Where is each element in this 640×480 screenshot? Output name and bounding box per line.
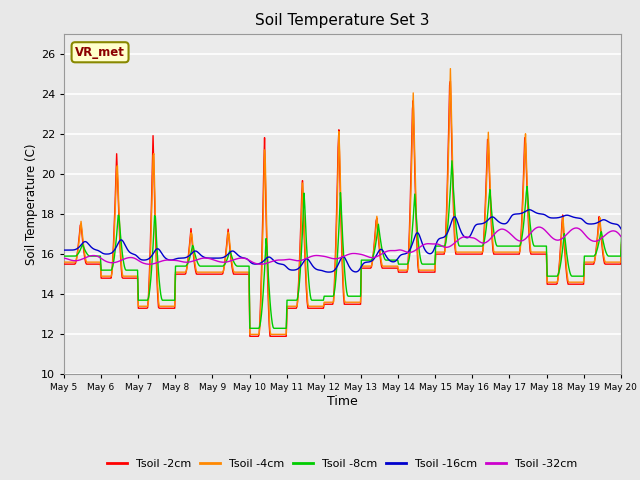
Line: Tsoil -8cm: Tsoil -8cm (64, 161, 640, 328)
Tsoil -8cm (292, 297, 300, 303)
Tsoil -32cm (239, 255, 246, 261)
Tsoil -16cm (423, 250, 431, 255)
Tsoil -4cm (239, 269, 246, 275)
Line: Tsoil -2cm: Tsoil -2cm (64, 81, 640, 336)
Tsoil -8cm (448, 158, 456, 164)
Tsoil -2cm (423, 269, 431, 275)
Tsoil -32cm (130, 255, 138, 261)
Tsoil -2cm (269, 334, 277, 339)
Tsoil -4cm (269, 331, 277, 337)
Tsoil -2cm (130, 276, 138, 281)
Y-axis label: Soil Temperature (C): Soil Temperature (C) (25, 143, 38, 265)
Tsoil -4cm (423, 267, 431, 273)
Tsoil -8cm (239, 263, 246, 269)
Tsoil -2cm (292, 305, 300, 311)
Tsoil -2cm (458, 251, 465, 257)
Tsoil -16cm (60, 247, 68, 253)
Tsoil -32cm (269, 258, 277, 264)
Tsoil -32cm (456, 235, 464, 241)
Title: Soil Temperature Set 3: Soil Temperature Set 3 (255, 13, 429, 28)
Tsoil -4cm (130, 273, 138, 279)
Line: Tsoil -16cm: Tsoil -16cm (64, 210, 640, 272)
Legend: Tsoil -2cm, Tsoil -4cm, Tsoil -8cm, Tsoil -16cm, Tsoil -32cm: Tsoil -2cm, Tsoil -4cm, Tsoil -8cm, Tsoi… (103, 455, 582, 474)
Tsoil -16cm (291, 267, 299, 273)
Tsoil -8cm (458, 243, 465, 249)
Tsoil -32cm (60, 255, 68, 261)
Tsoil -8cm (269, 324, 277, 330)
Tsoil -4cm (292, 303, 300, 309)
Text: VR_met: VR_met (75, 46, 125, 59)
Tsoil -8cm (130, 267, 138, 273)
Tsoil -16cm (325, 269, 333, 275)
Line: Tsoil -32cm: Tsoil -32cm (64, 227, 640, 264)
Tsoil -16cm (456, 228, 464, 233)
Tsoil -4cm (246, 331, 253, 337)
Tsoil -8cm (246, 325, 253, 331)
Tsoil -16cm (525, 207, 533, 213)
Tsoil -32cm (292, 258, 300, 264)
X-axis label: Time: Time (327, 395, 358, 408)
Tsoil -2cm (239, 271, 246, 277)
Tsoil -32cm (257, 261, 264, 267)
Tsoil -16cm (239, 255, 246, 261)
Tsoil -2cm (447, 78, 454, 84)
Tsoil -4cm (458, 249, 465, 255)
Tsoil -32cm (536, 224, 543, 230)
Tsoil -4cm (60, 259, 68, 265)
Tsoil -8cm (423, 261, 431, 267)
Line: Tsoil -4cm: Tsoil -4cm (64, 69, 640, 334)
Tsoil -16cm (268, 256, 276, 262)
Tsoil -16cm (130, 252, 138, 257)
Tsoil -8cm (60, 253, 68, 259)
Tsoil -4cm (447, 66, 454, 72)
Tsoil -2cm (246, 334, 253, 339)
Tsoil -32cm (423, 241, 431, 247)
Tsoil -2cm (60, 261, 68, 267)
